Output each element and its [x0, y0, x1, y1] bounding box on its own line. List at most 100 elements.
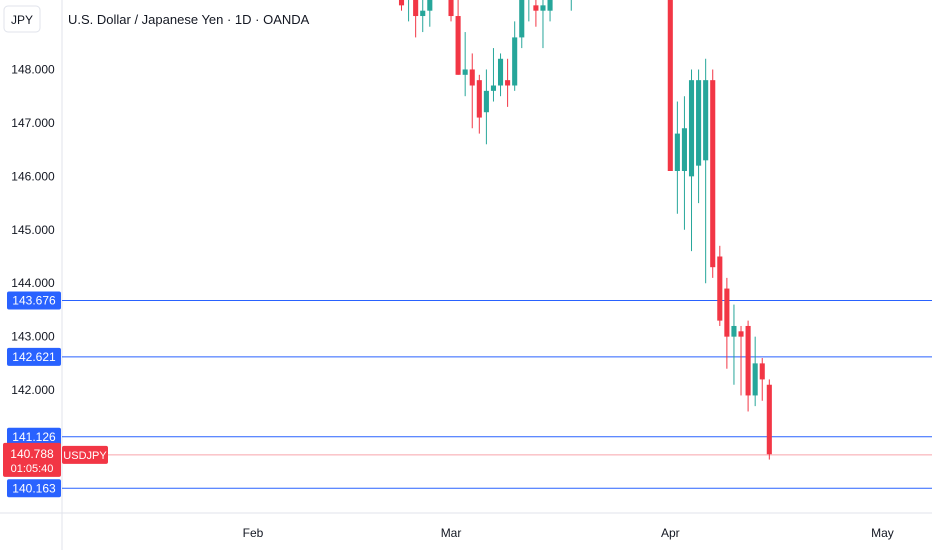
level-price-label-bg	[7, 479, 61, 498]
candle-body	[497, 58, 504, 86]
candle[interactable]	[427, 0, 433, 27]
currency-button[interactable]	[3, 5, 41, 33]
candle[interactable]	[406, 0, 411, 22]
price-tick-label: 144.000	[11, 276, 55, 290]
candle[interactable]	[759, 358, 765, 401]
level-price-label-text: 141.126	[12, 430, 56, 444]
candle[interactable]	[476, 74, 482, 134]
candle-body	[413, 0, 419, 17]
candle[interactable]	[505, 58, 511, 107]
candle[interactable]	[490, 48, 497, 102]
candle[interactable]	[526, 0, 531, 22]
candle-body	[759, 363, 765, 380]
current-price-label-bg	[3, 442, 61, 477]
candle-body	[674, 133, 680, 171]
time-axis-label: May	[871, 526, 894, 540]
candle-body	[519, 0, 525, 38]
current-price-value: 140.788	[10, 447, 54, 461]
candle-body	[448, 0, 454, 17]
candle-body	[688, 80, 695, 177]
level-price-label-text: 143.676	[12, 294, 56, 308]
candle[interactable]	[469, 53, 475, 129]
candle[interactable]	[512, 21, 518, 91]
time-axis-labels: Feb Mar Apr May	[243, 526, 894, 540]
candle-body	[547, 0, 553, 11]
candle[interactable]	[724, 277, 730, 369]
candle-body	[540, 5, 546, 11]
level-price-label-bg	[7, 347, 61, 366]
candle[interactable]	[413, 0, 419, 38]
price-axis-ticks: 148.000 147.000 146.000 145.000 144.000 143.0…	[11, 62, 55, 397]
candle[interactable]	[681, 96, 687, 230]
candle[interactable]	[696, 69, 702, 204]
candle[interactable]	[745, 320, 751, 412]
candle[interactable]	[688, 69, 695, 252]
candle[interactable]	[674, 101, 680, 214]
candle[interactable]	[569, 0, 574, 11]
candle[interactable]	[547, 0, 553, 22]
candle-body	[731, 325, 737, 337]
price-tick-label: 148.000	[11, 62, 55, 76]
candle[interactable]	[533, 0, 539, 27]
level-price-label: 141.126	[7, 427, 61, 446]
symbol-tag-bg	[62, 445, 108, 464]
candle[interactable]	[420, 0, 426, 33]
candle[interactable]	[462, 32, 468, 97]
countdown-timer: 01:05:40	[11, 463, 54, 475]
candle-body	[533, 5, 539, 11]
candle-body	[745, 325, 751, 396]
candle-body	[724, 288, 730, 337]
price-tick-label: 145.000	[11, 223, 55, 237]
price-tick-label: 146.000	[11, 169, 55, 183]
candle[interactable]	[398, 0, 405, 11]
candle-series[interactable]	[398, 0, 772, 460]
chart-header: JPY U.S. Dollar / Japanese Yen · 1D · OA…	[3, 5, 310, 33]
candle[interactable]	[738, 325, 744, 396]
candle[interactable]	[540, 0, 546, 49]
candle-body	[717, 256, 723, 321]
candle[interactable]	[710, 69, 716, 278]
candle-body	[710, 80, 716, 268]
candle[interactable]	[766, 379, 772, 460]
price-tick-label: 143.000	[11, 330, 55, 344]
candle[interactable]	[448, 0, 454, 22]
candle[interactable]	[717, 245, 723, 326]
candle-body	[469, 69, 475, 86]
candle-body	[505, 80, 511, 86]
chart-title: U.S. Dollar / Japanese Yen · 1D · OANDA	[68, 12, 310, 27]
candle[interactable]	[483, 69, 489, 145]
candle-body	[681, 128, 687, 171]
candle-body	[462, 69, 468, 75]
candle[interactable]	[667, 0, 673, 171]
candle-body	[476, 80, 482, 118]
symbol-tag-text: USDJPY	[63, 450, 107, 462]
candle[interactable]	[752, 336, 758, 407]
candle[interactable]	[731, 304, 737, 385]
horizontal-level-lines[interactable]	[62, 300, 932, 489]
level-price-label-text: 140.163	[12, 481, 56, 495]
candle[interactable]	[497, 53, 504, 97]
candle-body	[420, 10, 426, 17]
time-axis-label: Feb	[243, 526, 264, 540]
price-tick-label: 147.000	[11, 116, 55, 130]
candle-body	[738, 331, 744, 337]
symbol-tag: USDJPY	[62, 445, 108, 464]
candle[interactable]	[703, 58, 709, 284]
level-price-label: 143.676	[7, 291, 61, 310]
candle[interactable]	[455, 0, 461, 75]
current-price-marker: 140.788 01:05:40 USDJPY	[3, 442, 932, 477]
candle[interactable]	[519, 0, 525, 49]
candle-body	[703, 80, 709, 161]
candle-body	[667, 0, 673, 171]
candle-body	[752, 363, 758, 396]
candle-body	[766, 384, 772, 455]
level-price-label: 142.621	[7, 347, 61, 366]
time-axis-label: Mar	[441, 526, 462, 540]
candle-body	[455, 16, 461, 75]
candle-body	[427, 0, 433, 11]
level-price-label-bg	[7, 291, 61, 310]
current-price-label: 140.788 01:05:40	[3, 442, 61, 477]
candle-body	[490, 85, 497, 91]
